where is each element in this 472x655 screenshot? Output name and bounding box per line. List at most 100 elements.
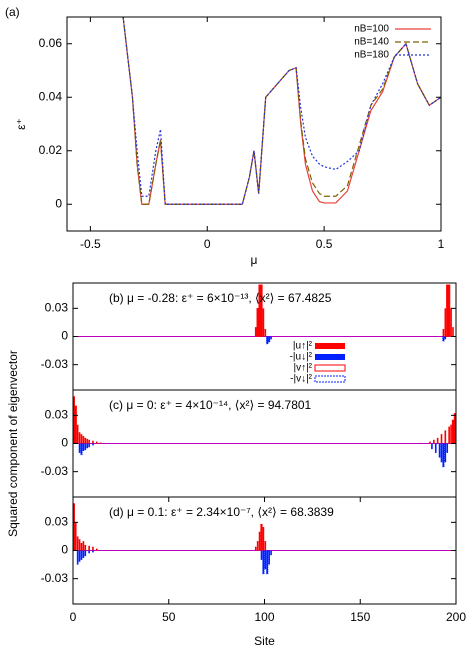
- bar: [264, 550, 267, 570]
- bar: [258, 284, 261, 337]
- bar: [88, 550, 90, 554]
- bar: [444, 443, 447, 463]
- bar: [80, 434, 83, 444]
- bar: [444, 336, 447, 340]
- plot-area: [73, 284, 456, 345]
- bar: [92, 440, 94, 444]
- bar: [270, 550, 272, 556]
- bar: [442, 443, 445, 468]
- bar: [448, 426, 450, 444]
- bar: [454, 413, 456, 444]
- x-tick-label: 150: [350, 610, 370, 624]
- bar: [260, 284, 263, 337]
- bar: [80, 550, 83, 560]
- annotation: (b) μ = -0.28: ε⁺ = 6×10⁻¹³, ⟨x²⟩ = 67.4…: [109, 291, 332, 305]
- y-tick-label: 0.06: [39, 36, 63, 50]
- bar: [82, 435, 85, 444]
- bar: [266, 336, 269, 345]
- legend-label: nB=140: [354, 37, 389, 48]
- bar: [92, 546, 94, 551]
- bar: [452, 420, 454, 444]
- x-tick-label: 100: [254, 610, 274, 624]
- bar: [99, 442, 102, 444]
- bar: [268, 550, 270, 565]
- bar: [266, 550, 269, 574]
- bar: [258, 531, 261, 551]
- bar: [266, 550, 269, 575]
- bar: [262, 308, 265, 337]
- y-tick-label: 0.04: [39, 89, 63, 103]
- bar: [80, 542, 83, 551]
- bar: [266, 336, 269, 345]
- bar: [431, 443, 433, 450]
- bar: [260, 524, 263, 551]
- bar: [262, 527, 265, 551]
- bar: [76, 424, 79, 444]
- bar: [438, 443, 441, 458]
- bar: [262, 550, 265, 575]
- plot-area: [122, 17, 441, 205]
- bar: [440, 443, 443, 463]
- bar: [80, 443, 83, 455]
- x-tick-label: 50: [162, 610, 176, 624]
- legend-label: |u↑|²: [293, 341, 313, 352]
- bar: [442, 336, 445, 342]
- bar: [260, 550, 263, 560]
- axes-frame: [72, 496, 457, 605]
- y-axis-label: ε⁺: [14, 118, 28, 130]
- bar: [254, 546, 257, 551]
- bar: [446, 284, 449, 337]
- series-line: [122, 17, 441, 205]
- bar: [88, 545, 90, 551]
- bar: [76, 536, 79, 551]
- bar: [95, 441, 98, 444]
- bar: [448, 284, 451, 337]
- legend-swatch: [315, 343, 345, 349]
- bar: [450, 424, 452, 444]
- x-tick-label: 0: [70, 610, 77, 624]
- bar: [440, 434, 443, 444]
- y-tick-label: -0.03: [41, 464, 69, 478]
- bar: [92, 550, 94, 553]
- bar: [82, 443, 85, 452]
- bar: [78, 443, 81, 453]
- bar: [450, 308, 452, 337]
- bar: [264, 541, 267, 551]
- bar: [260, 523, 263, 551]
- x-tick-label: -0.5: [80, 237, 101, 251]
- bar: [268, 336, 271, 343]
- panel-label: (a): [5, 5, 20, 19]
- bar: [82, 550, 85, 559]
- bar: [448, 284, 450, 337]
- bar: [452, 327, 454, 337]
- y-tick-label: 0.03: [45, 408, 69, 422]
- bar: [262, 550, 265, 574]
- bar: [86, 443, 89, 449]
- bar: [444, 308, 447, 337]
- bar: [442, 443, 445, 467]
- bar: [88, 443, 90, 448]
- legend-label: -|u↓|²: [290, 352, 313, 363]
- bar: [73, 503, 75, 551]
- bar: [442, 328, 445, 337]
- bar: [95, 548, 98, 551]
- bar: [446, 443, 449, 453]
- legend-label: nB=180: [354, 50, 389, 61]
- y-tick-label: 0.03: [45, 515, 69, 529]
- bar: [268, 336, 270, 343]
- x-tick-label: 0: [204, 237, 211, 251]
- bar: [73, 396, 75, 444]
- bar: [429, 441, 431, 444]
- y-tick-label: 0.03: [45, 301, 69, 315]
- y-tick-label: 0: [61, 543, 68, 557]
- series-line: [122, 17, 441, 205]
- bar: [84, 550, 87, 557]
- y-tick-label: 0.02: [39, 143, 63, 157]
- bar: [78, 550, 81, 562]
- x-axis-label: μ: [251, 253, 258, 267]
- bar: [84, 443, 87, 451]
- bar: [74, 405, 77, 444]
- series-line: [122, 17, 441, 205]
- bar: [436, 437, 439, 444]
